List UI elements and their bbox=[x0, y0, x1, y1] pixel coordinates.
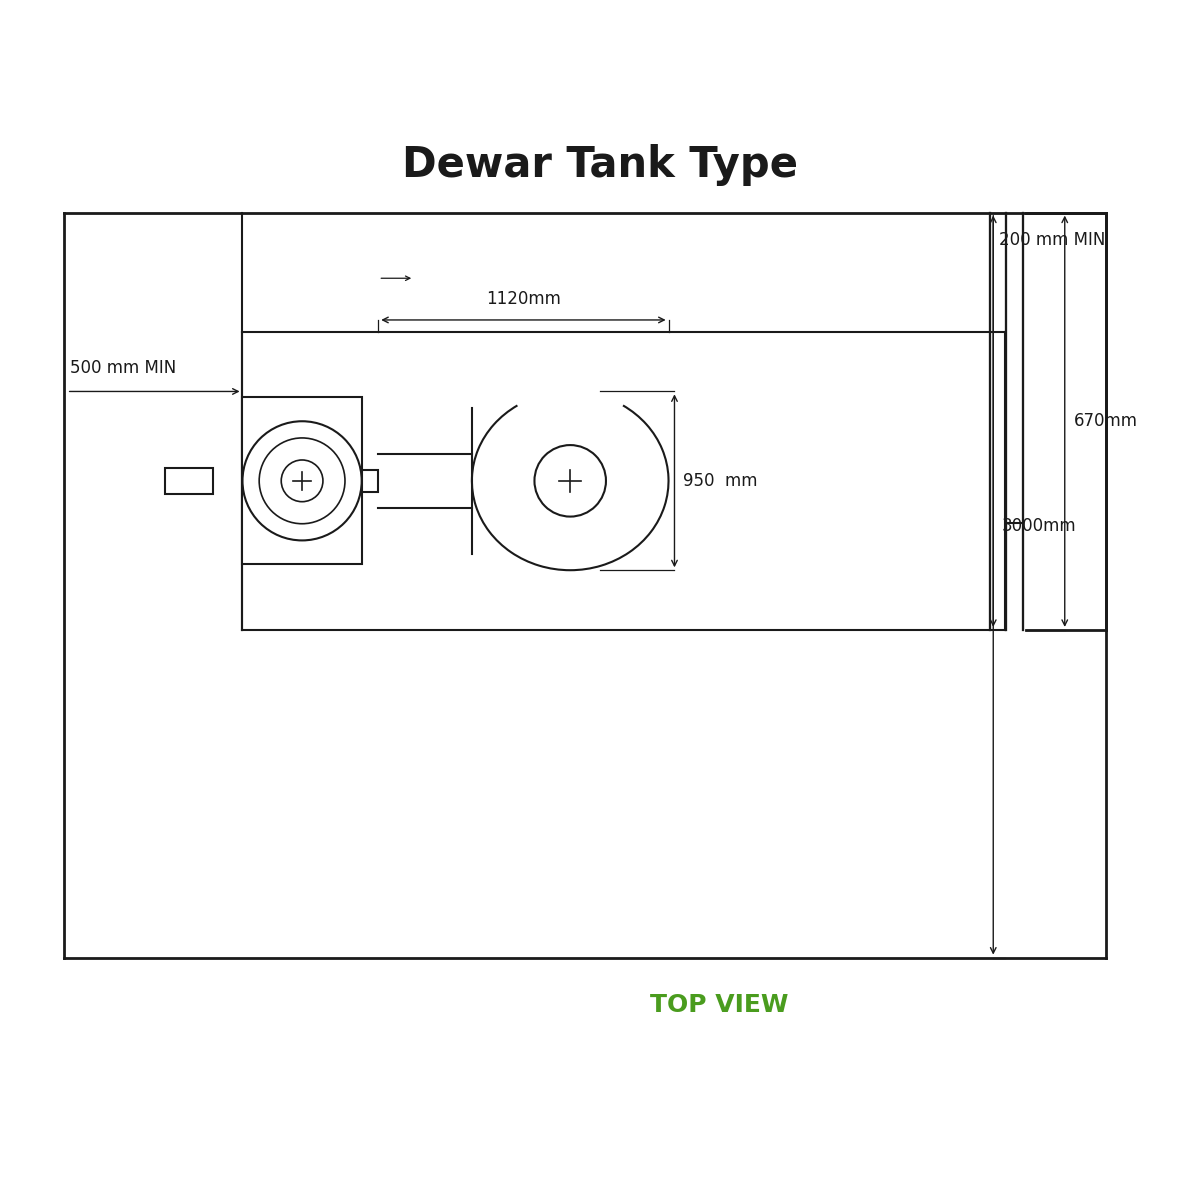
Circle shape bbox=[534, 445, 606, 516]
Bar bbox=[166, 468, 212, 494]
Text: 500 mm MIN: 500 mm MIN bbox=[70, 359, 176, 377]
Bar bbox=[361, 470, 378, 492]
Circle shape bbox=[242, 421, 361, 540]
Text: 1120mm: 1120mm bbox=[486, 290, 560, 308]
Text: TOP VIEW: TOP VIEW bbox=[650, 994, 788, 1018]
Circle shape bbox=[281, 460, 323, 502]
Text: 200 mm MIN: 200 mm MIN bbox=[1000, 230, 1105, 248]
Text: 950  mm: 950 mm bbox=[684, 472, 758, 490]
Bar bbox=[242, 397, 361, 564]
Text: 670mm: 670mm bbox=[1074, 413, 1138, 431]
Circle shape bbox=[259, 438, 344, 523]
Text: Dewar Tank Type: Dewar Tank Type bbox=[402, 144, 798, 186]
Text: 3000mm: 3000mm bbox=[1002, 516, 1076, 534]
